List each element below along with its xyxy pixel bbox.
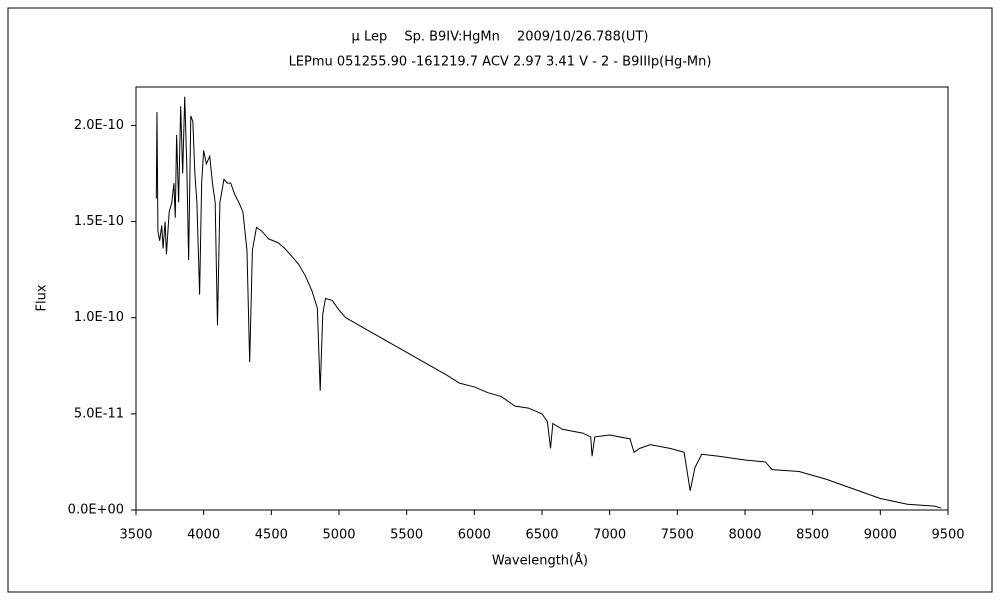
y-tick-label: 2.0E-10 [74, 118, 124, 133]
y-tick-label: 1.5E-10 [74, 214, 124, 229]
x-tick-label: 8500 [796, 528, 829, 543]
x-tick-label: 4500 [255, 528, 288, 543]
x-tick-label: 9000 [864, 528, 897, 543]
x-tick-label: 5500 [390, 528, 423, 543]
chart-subtitle: LEPmu 051255.90 -161219.7 ACV 2.97 3.41 … [289, 55, 712, 70]
x-tick-label: 4000 [187, 528, 220, 543]
x-axis-label: Wavelength(Å) [492, 553, 588, 569]
chart-title: μ Lep Sp. B9IV:HgMn 2009/10/26.788(UT) [352, 30, 649, 45]
x-tick-label: 8000 [728, 528, 761, 543]
y-tick-label: 0.0E+00 [68, 503, 124, 518]
x-tick-label: 6500 [525, 528, 558, 543]
x-tick-label: 6000 [458, 528, 491, 543]
x-tick-label: 3500 [119, 528, 152, 543]
x-tick-label: 7500 [661, 528, 694, 543]
x-tick-label: 7000 [593, 528, 626, 543]
spectrum-line [155, 96, 942, 509]
x-tick-label: 5000 [322, 528, 355, 543]
y-axis-label: Flux [35, 284, 50, 311]
x-tick-label: 9500 [931, 528, 964, 543]
y-tick-label: 1.0E-10 [74, 310, 124, 325]
chart-frame [7, 7, 993, 593]
y-tick-label: 5.0E-11 [74, 406, 124, 421]
